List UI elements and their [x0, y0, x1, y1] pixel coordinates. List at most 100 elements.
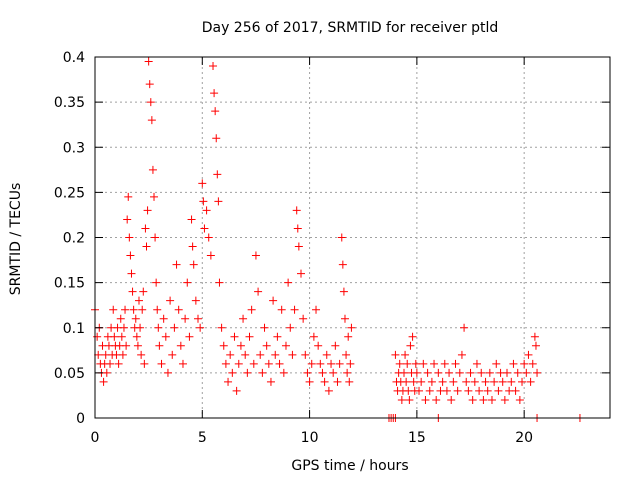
data-point: [322, 350, 331, 359]
data-point: [293, 224, 302, 233]
data-point: [430, 359, 439, 368]
data-point: [188, 242, 197, 251]
data-points: [91, 57, 584, 422]
data-point: [318, 368, 327, 377]
data-point: [421, 395, 430, 404]
data-point: [271, 350, 280, 359]
data-point: [166, 296, 175, 305]
data-point: [275, 359, 284, 368]
data-point: [176, 341, 185, 350]
data-point: [515, 395, 524, 404]
data-point: [185, 332, 194, 341]
data-point: [143, 206, 152, 215]
data-point: [273, 332, 282, 341]
y-tick-label: 0.1: [63, 321, 85, 337]
data-point: [453, 386, 462, 395]
data-point: [440, 359, 449, 368]
data-point: [102, 368, 111, 377]
data-point: [178, 359, 187, 368]
data-point: [155, 341, 164, 350]
data-point: [256, 350, 265, 359]
data-point: [494, 386, 503, 395]
data-point: [434, 368, 443, 377]
data-point: [137, 350, 146, 359]
data-point: [161, 332, 170, 341]
data-point: [522, 368, 531, 377]
data-point: [211, 107, 220, 116]
data-point: [340, 314, 349, 323]
data-point: [327, 359, 336, 368]
data-point: [303, 368, 312, 377]
data-point: [447, 395, 456, 404]
data-point: [269, 296, 278, 305]
data-point: [134, 296, 143, 305]
data-point: [245, 332, 254, 341]
data-point: [213, 170, 222, 179]
data-point: [500, 395, 509, 404]
data-point: [117, 332, 126, 341]
data-point: [189, 260, 198, 269]
x-tick-label: 15: [408, 430, 426, 446]
data-point: [116, 314, 125, 323]
data-point: [316, 359, 325, 368]
data-point: [279, 368, 288, 377]
data-point: [277, 305, 286, 314]
data-point: [401, 350, 410, 359]
x-tick-label: 20: [515, 430, 533, 446]
data-point: [194, 314, 202, 323]
data-point: [314, 341, 323, 350]
data-point: [168, 350, 177, 359]
data-point: [288, 350, 297, 359]
data-point: [127, 269, 136, 278]
data-point: [307, 359, 316, 368]
data-point: [475, 386, 484, 395]
data-point: [224, 377, 233, 386]
data-point: [159, 314, 168, 323]
data-point: [209, 62, 218, 71]
data-point: [477, 368, 486, 377]
data-point: [170, 323, 179, 332]
data-point: [343, 368, 352, 377]
data-point: [470, 377, 479, 386]
data-point: [221, 359, 230, 368]
y-tick-label: 0: [76, 411, 85, 427]
grid-lines: [95, 57, 610, 418]
data-point: [432, 395, 441, 404]
data-point: [479, 395, 488, 404]
y-tick-label: 0.2: [63, 231, 85, 247]
data-point: [464, 386, 473, 395]
data-point: [457, 350, 466, 359]
data-point: [196, 323, 205, 332]
data-point: [513, 368, 522, 377]
data-point: [260, 323, 269, 332]
data-point: [241, 350, 250, 359]
data-point: [415, 386, 424, 395]
data-point: [140, 359, 149, 368]
data-point: [153, 305, 162, 314]
data-point: [93, 332, 102, 341]
data-point: [154, 323, 163, 332]
data-point: [144, 57, 153, 66]
data-point: [172, 260, 181, 269]
data-point: [249, 359, 258, 368]
data-point: [217, 323, 226, 332]
data-point: [128, 287, 137, 296]
data-point: [124, 192, 133, 201]
data-point: [110, 332, 119, 341]
data-point: [427, 377, 436, 386]
data-point: [408, 332, 417, 341]
data-point: [181, 314, 190, 323]
data-point: [262, 341, 271, 350]
x-tick-label: 10: [301, 430, 319, 446]
data-point: [485, 368, 494, 377]
data-point: [150, 192, 159, 201]
data-point: [451, 359, 460, 368]
data-point: [118, 350, 127, 359]
data-point: [125, 233, 134, 242]
data-point: [305, 377, 314, 386]
data-point: [152, 278, 161, 287]
data-point: [337, 233, 346, 242]
data-point: [230, 332, 239, 341]
data-point: [292, 206, 301, 215]
axis-ticks: 0 0.05 0.1 0.15 0.2 0.25 0.3 0.35 0.4 0 5 10 15 20: [54, 50, 610, 446]
